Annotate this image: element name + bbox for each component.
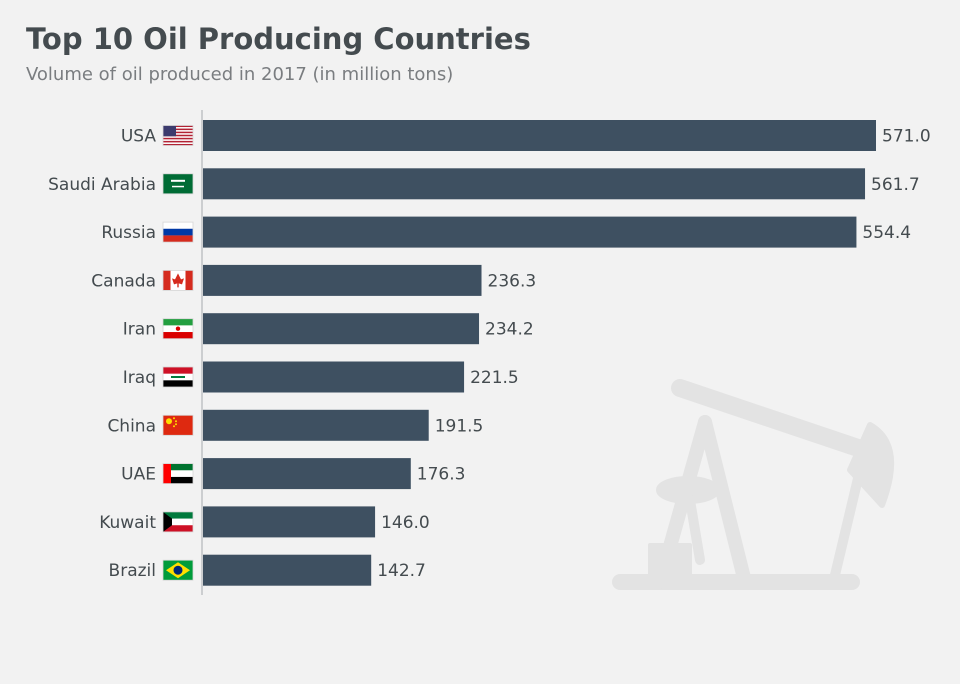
category-label: Canada (91, 271, 156, 291)
chart-title: Top 10 Oil Producing Countries (26, 22, 531, 56)
category-label: USA (121, 127, 157, 147)
bar-uae (203, 458, 411, 490)
bar-kuwait (203, 506, 376, 538)
flag-brazil-icon (162, 559, 194, 581)
category-label: Iraq (123, 368, 156, 388)
flag-china-icon (162, 414, 194, 436)
flag-canada-icon (162, 269, 194, 291)
bar-russia (203, 216, 857, 248)
value-label: 142.7 (377, 561, 426, 581)
value-label: 146.0 (381, 513, 430, 533)
category-label: Saudi Arabia (48, 175, 156, 195)
value-label: 191.5 (435, 416, 484, 436)
flags-group (162, 125, 194, 581)
flag-russia-icon (162, 221, 194, 243)
value-label: 554.4 (862, 223, 911, 243)
category-label: China (107, 416, 156, 436)
value-label: 221.5 (470, 368, 519, 388)
flag-uae-icon (162, 463, 194, 485)
oil-pump-jack-icon (612, 379, 895, 590)
labels-group: 571.0 USA 561.7 Saudi Arabia 554.4 Russia 236.… (48, 127, 931, 582)
category-label: UAE (121, 465, 156, 485)
bar-iraq (203, 361, 465, 393)
flag-saudi-arabia-icon (162, 173, 194, 195)
bars-group (203, 120, 876, 586)
flag-usa-icon (162, 125, 194, 146)
category-label: Kuwait (99, 513, 156, 533)
flag-kuwait-icon (162, 511, 194, 533)
value-label: 561.7 (871, 175, 920, 195)
category-label: Brazil (109, 561, 156, 581)
bar-usa (203, 120, 876, 151)
bar-saudi-arabia (203, 168, 866, 200)
value-label: 176.3 (417, 465, 466, 485)
chart-subtitle: Volume of oil produced in 2017 (in milli… (26, 64, 454, 85)
value-label: 234.2 (485, 320, 534, 340)
flag-iraq-icon (162, 366, 194, 388)
bar-china (203, 409, 429, 441)
category-label: Russia (101, 223, 156, 243)
value-label: 571.0 (882, 127, 931, 147)
flag-iran-icon (162, 318, 194, 340)
value-label: 236.3 (488, 271, 537, 291)
bar-brazil (203, 554, 372, 586)
bar-canada (203, 264, 482, 296)
category-label: Iran (123, 320, 156, 340)
bar-iran (203, 313, 480, 345)
